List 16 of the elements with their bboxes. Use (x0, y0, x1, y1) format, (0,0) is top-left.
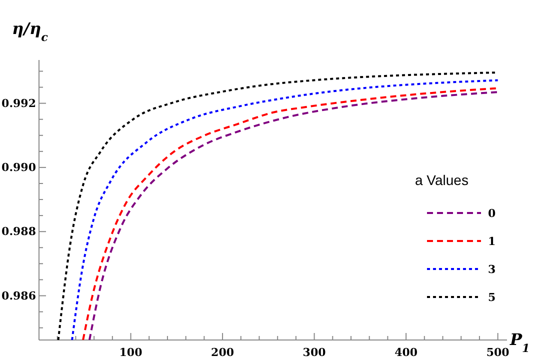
legend-label: 5 (488, 291, 496, 304)
y-axis-title: η/η$_{c}$ (12, 19, 48, 44)
legend-label: 1 (488, 235, 496, 248)
y-tick-label: 0.990 (2, 160, 36, 174)
x-tick-label: 200 (211, 346, 234, 359)
legend-title: a Values (415, 172, 468, 188)
legend-label: 3 (488, 263, 496, 276)
x-tick-label: 300 (302, 346, 326, 359)
y-tick-label: 0.988 (2, 225, 36, 238)
x-tick-label: 500 (486, 346, 510, 359)
y-tick-label: 0.986 (2, 289, 36, 302)
legend-label: 0 (488, 207, 496, 220)
y-tick-label: 0.992 (2, 96, 36, 110)
x-tick-label: 400 (394, 346, 418, 359)
x-tick-label: 100 (119, 346, 143, 359)
x-axis-title: P$_{1}$ (509, 330, 530, 355)
